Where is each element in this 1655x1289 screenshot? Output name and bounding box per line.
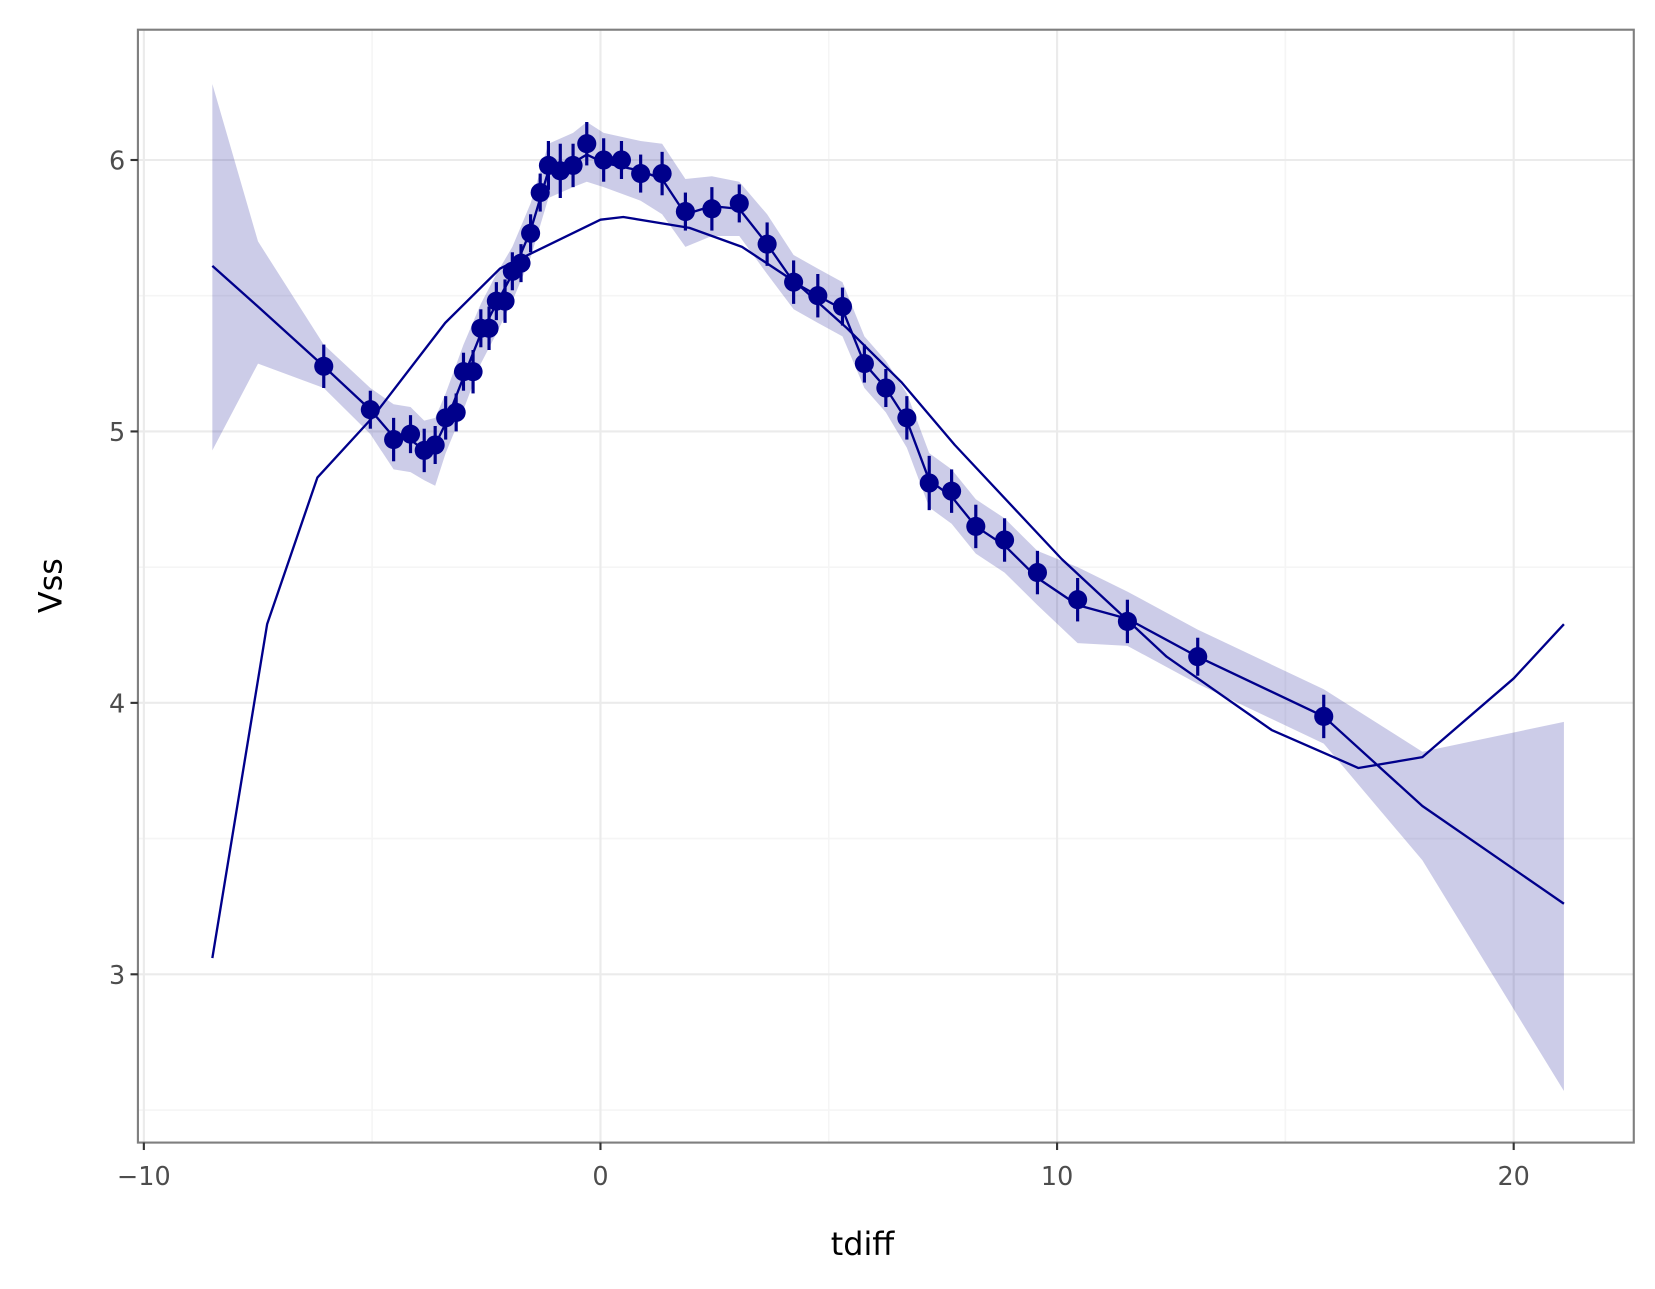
data-point xyxy=(594,150,614,170)
x-tick-label: −10 xyxy=(117,1162,171,1192)
data-point xyxy=(611,150,632,170)
data-point xyxy=(675,202,695,222)
data-point xyxy=(631,164,651,184)
data-point xyxy=(995,530,1015,550)
points-group xyxy=(314,121,1334,739)
data-point xyxy=(495,291,515,311)
data-point xyxy=(314,356,334,376)
y-tick-label: 6 xyxy=(109,147,125,177)
data-point xyxy=(1068,590,1088,610)
data-point xyxy=(425,435,445,455)
x-tick-label: 20 xyxy=(1497,1162,1529,1192)
x-tick-label: 0 xyxy=(592,1162,608,1192)
y-axis-label: Vss xyxy=(32,558,70,613)
data-point xyxy=(652,164,672,184)
data-point xyxy=(702,199,722,219)
data-point xyxy=(757,234,777,254)
data-point xyxy=(876,378,896,398)
data-point xyxy=(808,286,828,306)
y-tick-label: 5 xyxy=(109,418,125,448)
data-point xyxy=(1117,611,1137,631)
panel-border xyxy=(136,28,1635,1144)
data-point xyxy=(1027,563,1047,583)
data-point xyxy=(729,193,749,213)
data-point xyxy=(919,473,939,493)
data-point xyxy=(511,253,531,273)
data-point xyxy=(446,402,466,422)
data-point xyxy=(784,272,804,292)
axes: −10 0 10 20 3 4 5 6 xyxy=(109,147,1530,1192)
y-tick-label: 4 xyxy=(109,689,125,719)
data-point xyxy=(854,354,874,374)
data-point xyxy=(521,223,541,243)
data-point xyxy=(832,297,853,317)
data-point xyxy=(563,155,583,175)
data-point xyxy=(530,183,550,203)
data-point xyxy=(479,318,499,338)
data-point xyxy=(384,430,404,450)
x-tick-label: 10 xyxy=(1041,1162,1073,1192)
data-point xyxy=(400,424,421,444)
data-point xyxy=(1188,647,1208,667)
data-point xyxy=(577,134,597,154)
data-point xyxy=(942,481,962,501)
data-point xyxy=(1314,706,1334,726)
data-point xyxy=(897,408,917,428)
data-point xyxy=(463,362,483,382)
data-point xyxy=(966,516,986,536)
grid xyxy=(137,29,1634,1143)
x-axis-label: tdiff xyxy=(831,1225,896,1263)
y-tick-label: 3 xyxy=(109,961,125,991)
data-point xyxy=(360,400,380,420)
